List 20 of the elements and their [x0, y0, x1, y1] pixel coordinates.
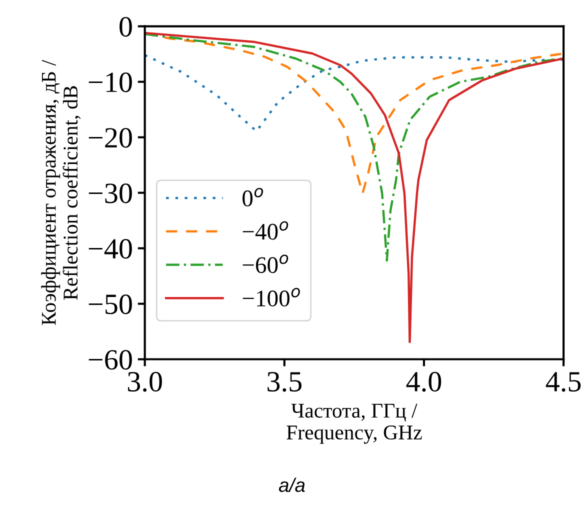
y-tick-label: 0	[120, 17, 132, 37]
y-axis-title: Коэффициент отражения, дБ / Reflection coefficient, dB	[41, 60, 81, 326]
legend-label: −100$^{o}$	[242, 288, 300, 306]
y-tick-label: −20	[88, 128, 132, 148]
line-series	[144, 32, 564, 344]
x-axis-title: Частота, ГГц / Frequency, GHz	[286, 404, 422, 444]
y-tick-label: −10	[88, 72, 132, 92]
y-tick-label: −50	[88, 294, 132, 314]
legend-label: −40$^{o}$	[242, 221, 288, 240]
y-tick-label: −40	[88, 239, 132, 259]
x-tick-label: 3.0	[128, 372, 162, 392]
legend-label: 0$^{o}$	[242, 188, 264, 206]
x-tick-label: 4.0	[406, 372, 442, 392]
legend-label: −60$^{o}$	[242, 254, 288, 274]
text: a/a	[278, 478, 305, 492]
x-tick-label: 3.5	[268, 372, 302, 392]
line-series	[144, 54, 564, 132]
y-tick-label: −60	[88, 350, 132, 370]
x-tick-label: 4.5	[546, 372, 581, 392]
y-tick-label: −30	[88, 184, 132, 204]
